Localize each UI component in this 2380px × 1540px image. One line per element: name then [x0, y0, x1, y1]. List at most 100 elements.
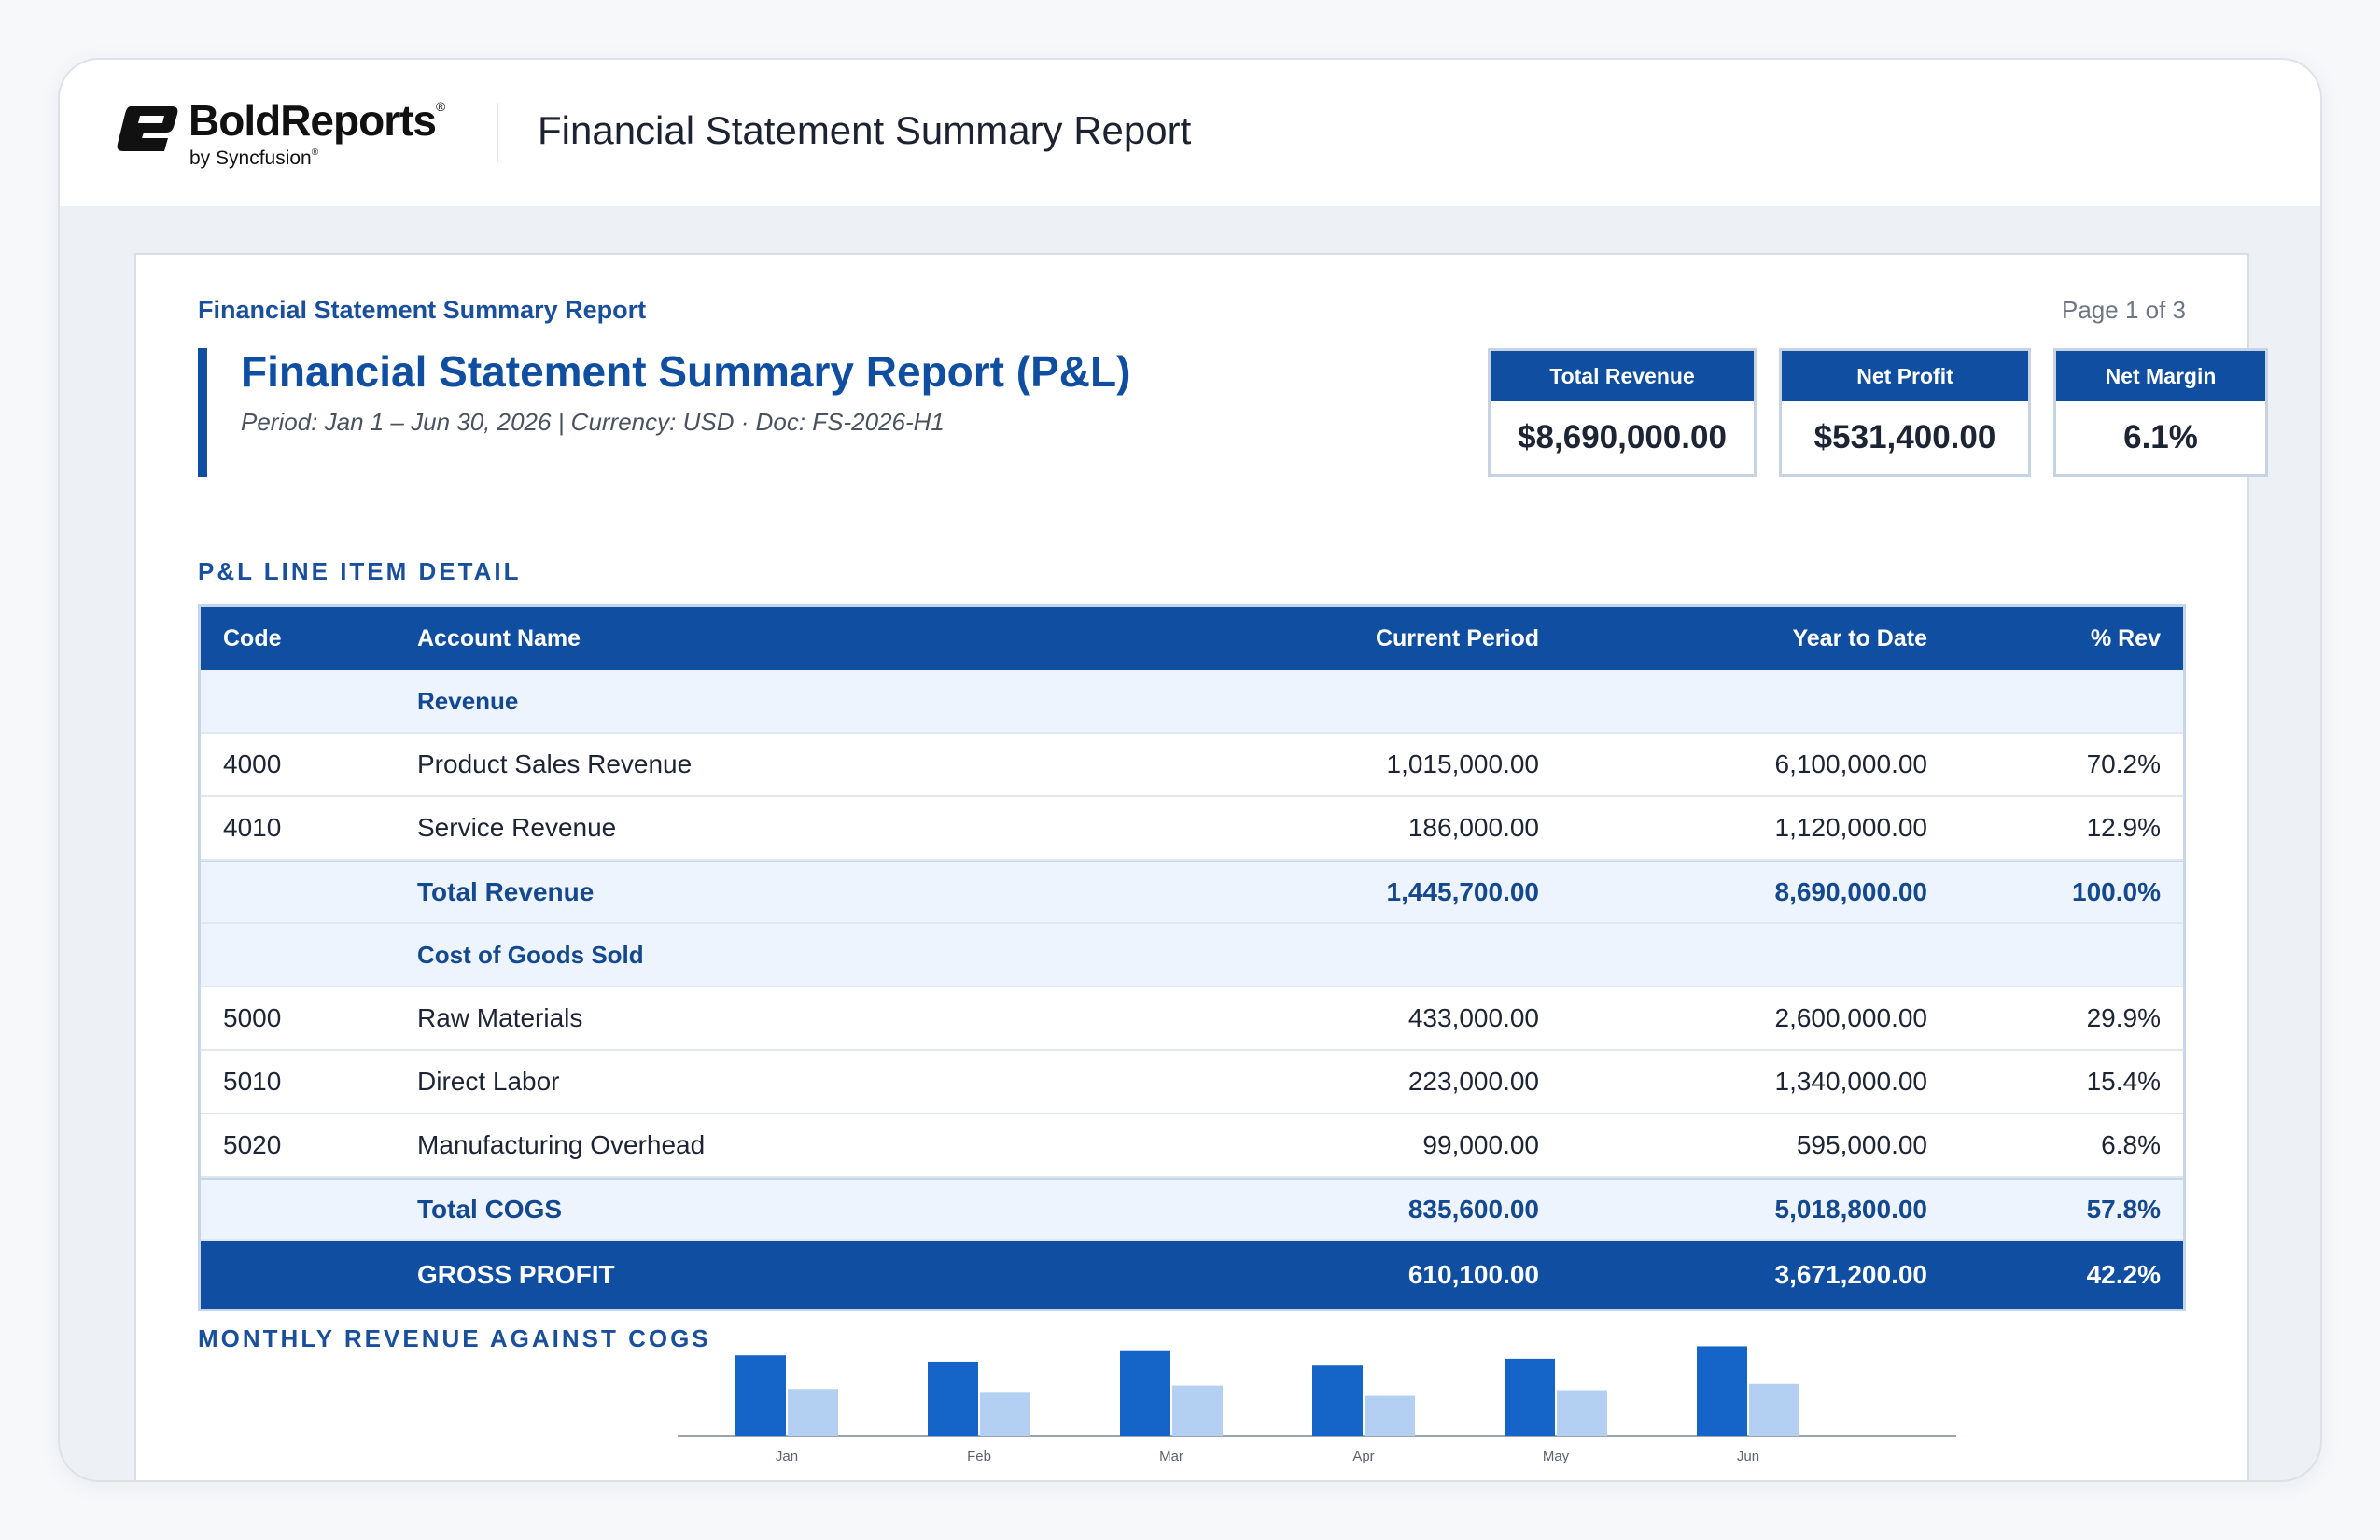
kpi-label: Net Profit	[1782, 351, 2028, 401]
cell-pct: 15.4%	[2086, 1067, 2161, 1096]
bar-apr-series-1	[1312, 1365, 1363, 1436]
cell-name: Service Revenue	[417, 813, 617, 842]
cell-name: GROSS PROFIT	[417, 1260, 615, 1289]
bar-feb-series-2	[980, 1392, 1030, 1436]
header-divider	[497, 103, 498, 162]
column-header-account-name: Account Name	[417, 624, 581, 651]
bold-reports-logo[interactable]: BoldReports® by Syncfusion®	[116, 96, 470, 174]
column-header-pct-rev: % Rev	[2090, 624, 2161, 651]
cell-code: 5010	[223, 1067, 282, 1096]
detail-section-title: P&L LINE ITEM DETAIL	[198, 557, 522, 585]
chart-section-title: MONTHLY REVENUE AGAINST COGS	[198, 1324, 711, 1352]
cell-pct: 6.8%	[2101, 1130, 2161, 1159]
title-accent-bar	[198, 348, 207, 477]
cell-pct: 29.9%	[2086, 1003, 2161, 1032]
report-viewer-window: BoldReports® by Syncfusion® Financial St…	[58, 58, 2322, 1482]
cell-pct: 100.0%	[2072, 877, 2161, 906]
bar-jan-series-2	[788, 1389, 838, 1436]
column-header-current-period: Current Period	[1375, 624, 1539, 651]
pl-line-item-table: Code Account Name Current Period Year to…	[198, 604, 2186, 1311]
kpi-value: $531,400.00	[1813, 419, 1996, 455]
cell-current: 610,100.00	[1407, 1260, 1539, 1289]
cell-code: 5020	[223, 1130, 282, 1159]
report-header-label: Financial Statement Summary Report	[198, 296, 647, 324]
kpi-net-profit: Net Profit $531,400.00	[1779, 348, 2031, 477]
cell-name: Revenue	[417, 686, 519, 715]
brand-name: BoldReports®	[189, 96, 445, 145]
cell-current: 433,000.00	[1407, 1003, 1539, 1032]
x-tick-label: Mar	[1159, 1449, 1183, 1464]
cell-pct: 42.2%	[2086, 1260, 2161, 1289]
cell-name: Total Revenue	[417, 877, 595, 906]
cell-current: 223,000.00	[1407, 1067, 1539, 1096]
x-tick-label: Jun	[1737, 1449, 1759, 1464]
bar-feb-series-1	[928, 1361, 978, 1436]
cell-name: Total COGS	[417, 1195, 563, 1224]
bar-jun-series-2	[1749, 1383, 1799, 1436]
cell-name: Cost of Goods Sold	[417, 940, 644, 969]
table-subtotal-row: Total Revenue 1,445,700.00 8,690,000.00 100…	[201, 861, 2183, 924]
bold-reports-logo-icon	[117, 106, 178, 151]
cell-ytd: 8,690,000.00	[1774, 877, 1928, 906]
app-title: Financial Statement Summary Report	[538, 108, 1192, 152]
cell-pct: 12.9%	[2086, 813, 2161, 842]
table-row: 4010 Service Revenue 186,000.00 1,120,000.0…	[201, 797, 2183, 861]
report-meta: Period: Jan 1 – Jun 30, 2026 | Currency:…	[241, 408, 945, 436]
table-gross-profit-row: GROSS PROFIT 610,100.00 3,671,200.00 42.2%	[201, 1241, 2183, 1309]
table-body: Revenue 4000 Product Sales Revenue 1,015,00…	[201, 670, 2183, 1309]
cell-name: Raw Materials	[417, 1003, 583, 1032]
brand-byline: by Syncfusion®	[189, 147, 319, 169]
cell-ytd: 5,018,800.00	[1774, 1195, 1928, 1224]
bar-apr-series-2	[1365, 1395, 1415, 1436]
cell-current: 835,600.00	[1407, 1195, 1539, 1224]
table-subtotal-row: Total COGS 835,600.00 5,018,800.00 57.8%	[201, 1178, 2183, 1241]
page-indicator: Page 1 of 3	[2062, 296, 2186, 324]
cell-ytd: 6,100,000.00	[1774, 749, 1928, 778]
x-tick-label: Jan	[776, 1449, 798, 1464]
kpi-value: 6.1%	[2123, 419, 2198, 455]
table-group-row: Revenue	[201, 670, 2183, 734]
cell-ytd: 2,600,000.00	[1774, 1003, 1928, 1032]
table-row: 5010 Direct Labor 223,000.00 1,340,000.00 15…	[201, 1051, 2183, 1114]
cell-code: 4010	[223, 813, 282, 842]
cell-pct: 70.2%	[2086, 749, 2161, 778]
kpi-total-revenue: Total Revenue $8,690,000.00	[1488, 348, 1757, 477]
x-tick-label: Feb	[967, 1449, 991, 1464]
cell-name: Direct Labor	[417, 1067, 560, 1096]
bar-mar-series-1	[1120, 1350, 1170, 1436]
kpi-net-margin: Net Margin 6.1%	[2053, 348, 2268, 477]
cell-pct: 57.8%	[2086, 1195, 2161, 1224]
report-title: Financial Statement Summary Report (P&L)	[241, 347, 1131, 396]
bar-may-series-2	[1557, 1390, 1607, 1436]
cell-ytd: 3,671,200.00	[1774, 1260, 1928, 1289]
table-group-row: Cost of Goods Sold	[201, 924, 2183, 987]
report-page: Financial Statement Summary Report Page …	[134, 253, 2268, 1480]
table-row: 4000 Product Sales Revenue 1,015,000.00 6,1…	[201, 734, 2183, 797]
top-bar: BoldReports® by Syncfusion® Financial St…	[60, 60, 2320, 206]
kpi-value: $8,690,000.00	[1518, 419, 1727, 455]
x-tick-label: May	[1543, 1449, 1570, 1464]
x-tick-label: Apr	[1352, 1449, 1374, 1464]
kpi-label: Total Revenue	[1491, 351, 1754, 401]
column-header-year-to-date: Year to Date	[1792, 624, 1927, 651]
table-header-row: Code Account Name Current Period Year to…	[201, 607, 2183, 670]
cell-current: 1,015,000.00	[1386, 749, 1540, 778]
cell-ytd: 595,000.00	[1796, 1130, 1927, 1159]
bar-jun-series-1	[1697, 1346, 1747, 1436]
kpi-label: Net Margin	[2056, 351, 2265, 401]
cell-current: 99,000.00	[1422, 1130, 1539, 1159]
cell-code: 4000	[223, 749, 282, 778]
table-row: 5020 Manufacturing Overhead 99,000.00 595,0…	[201, 1114, 2183, 1178]
cell-name: Product Sales Revenue	[417, 749, 693, 778]
monthly-revenue-cogs-chart: Jan Feb Mar Apr May Jun	[678, 1346, 1956, 1464]
cell-current: 1,445,700.00	[1386, 877, 1540, 906]
column-header-code: Code	[223, 624, 282, 651]
cell-ytd: 1,340,000.00	[1774, 1067, 1928, 1096]
cell-code: 5000	[223, 1003, 282, 1032]
bar-may-series-1	[1505, 1358, 1555, 1436]
bar-jan-series-1	[735, 1355, 786, 1436]
table-row: 5000 Raw Materials 433,000.00 2,600,000.00 2…	[201, 987, 2183, 1051]
cell-ytd: 1,120,000.00	[1774, 813, 1928, 842]
cell-name: Manufacturing Overhead	[417, 1130, 706, 1159]
cell-current: 186,000.00	[1407, 813, 1539, 842]
